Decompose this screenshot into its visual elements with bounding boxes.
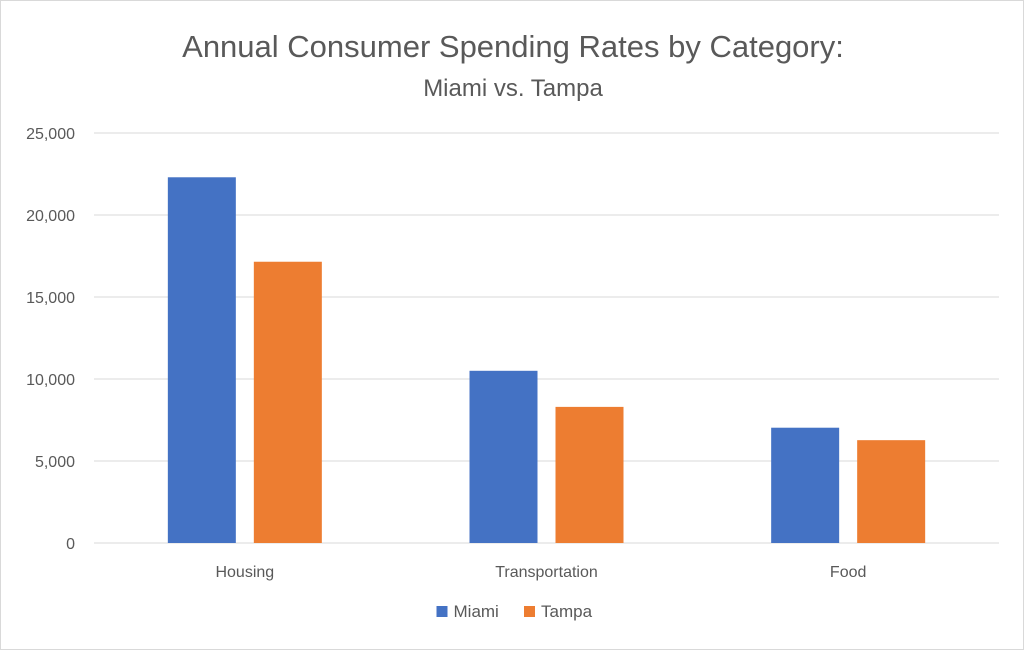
- legend-swatch-tampa: [524, 606, 535, 617]
- y-axis-ticks: 0 5,000 10,000 15,000 20,000 25,000: [26, 126, 75, 553]
- legend-label-tampa: Tampa: [541, 602, 593, 621]
- legend-label-miami: Miami: [454, 602, 499, 621]
- bar-tampa-housing: [253, 261, 322, 543]
- chart-subtitle: Miami vs. Tampa: [423, 75, 603, 102]
- bar-tampa-transportation: [555, 406, 624, 543]
- x-tick-label: Food: [830, 564, 866, 581]
- y-tick-label: 20,000: [26, 208, 75, 225]
- chart-title: Annual Consumer Spending Rates by Catego…: [182, 29, 844, 64]
- y-tick-label: 15,000: [26, 290, 75, 307]
- y-tick-label: 0: [66, 536, 75, 553]
- legend-swatch-miami: [436, 606, 448, 617]
- gridlines: [94, 132, 999, 544]
- bar-tampa-food: [857, 440, 926, 543]
- bar-miami-transportation: [469, 370, 538, 543]
- x-tick-label: Transportation: [495, 564, 598, 581]
- x-tick-label: Housing: [215, 564, 274, 581]
- y-tick-label: 5,000: [35, 454, 75, 471]
- bar-miami-housing: [167, 177, 236, 543]
- bars: [167, 177, 926, 543]
- bar-miami-food: [771, 427, 840, 543]
- legend: Miami Tampa: [436, 602, 593, 621]
- y-tick-label: 25,000: [26, 126, 75, 143]
- y-tick-label: 10,000: [26, 372, 75, 389]
- x-axis-ticks: Housing Transportation Food: [215, 564, 866, 581]
